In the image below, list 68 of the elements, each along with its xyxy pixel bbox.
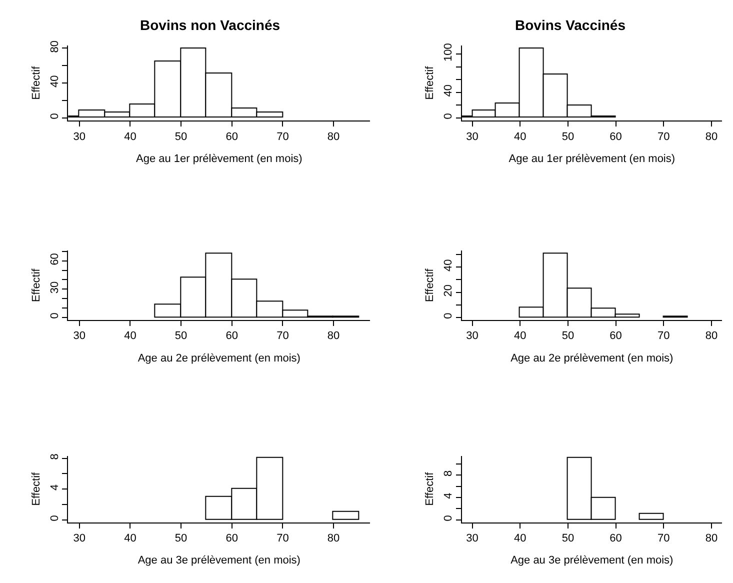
x-tick-label: 40	[124, 532, 136, 545]
x-tick-label: 50	[562, 130, 574, 143]
x-axis-title: Age au 3e prélèvement (en mois)	[510, 554, 674, 567]
x-tick-label: 60	[610, 330, 622, 342]
x-tick-label: 70	[276, 532, 289, 545]
x-tick-label: 60	[610, 532, 622, 545]
x-tick-label: 80	[705, 330, 718, 342]
x-tick-label: 50	[174, 330, 188, 342]
y-axis-title: Effectif	[30, 268, 42, 302]
y-tick-label: 80	[48, 40, 61, 53]
x-tick-label: 40	[514, 130, 526, 143]
x-tick-label: 80	[327, 330, 340, 342]
x-tick-label: 30	[73, 130, 86, 143]
x-tick-label: 30	[73, 532, 86, 545]
x-tick-label: 40	[514, 330, 526, 342]
y-tick-label: 0	[48, 312, 61, 319]
x-axis-title: Age au 3e prélèvement (en mois)	[138, 554, 300, 567]
x-tick-label: 50	[562, 532, 574, 545]
x-axis-title: Age au 2e prélèvement (en mois)	[138, 352, 300, 364]
x-tick-label: 60	[226, 532, 238, 545]
x-tick-label: 40	[124, 330, 136, 342]
y-axis-title: Effectif	[30, 65, 42, 100]
x-tick-label: 50	[174, 532, 188, 545]
x-tick-label: 30	[466, 330, 478, 342]
y-tick-label: 40	[442, 259, 454, 272]
x-tick-label: 70	[658, 330, 670, 342]
x-tick-label: 30	[73, 330, 86, 342]
x-tick-label: 60	[610, 130, 622, 143]
x-tick-label: 60	[226, 130, 238, 143]
x-tick-label: 50	[174, 130, 188, 143]
x-tick-label: 60	[226, 330, 238, 342]
x-tick-label: 70	[276, 330, 289, 342]
y-tick-label: 40	[48, 75, 61, 88]
x-axis-title: Age au 1er prélèvement (en mois)	[136, 153, 302, 165]
x-tick-label: 40	[124, 130, 136, 143]
x-tick-label: 80	[705, 532, 718, 545]
y-tick-label: 4	[442, 492, 454, 499]
x-tick-label: 50	[562, 330, 574, 342]
chart-title: Bovins Vaccinés	[515, 17, 626, 33]
y-tick-label: 0	[48, 515, 61, 522]
y-axis-title: Effectif	[30, 471, 42, 506]
y-axis-title: Effectif	[424, 268, 436, 302]
x-tick-label: 30	[466, 532, 478, 545]
x-axis-title: Age au 2e prélèvement (en mois)	[510, 352, 674, 364]
y-tick-label: 4	[48, 484, 61, 490]
y-tick-label: 0	[442, 515, 454, 522]
y-tick-label: 8	[442, 470, 454, 477]
y-tick-label: 0	[442, 312, 454, 319]
y-tick-label: 0	[442, 113, 454, 120]
x-axis-title: Age au 1er prélèvement (en mois)	[508, 153, 676, 165]
x-tick-label: 70	[658, 130, 670, 143]
x-tick-label: 70	[276, 130, 289, 143]
x-tick-label: 30	[466, 130, 478, 143]
x-tick-label: 40	[514, 532, 526, 545]
y-tick-label: 20	[442, 284, 454, 297]
y-tick-label: 30	[48, 281, 61, 294]
x-tick-label: 70	[658, 532, 670, 545]
y-tick-label: 40	[442, 84, 454, 97]
x-tick-label: 80	[327, 130, 340, 143]
y-axis-title: Effectif	[424, 471, 436, 506]
y-axis-title: Effectif	[424, 65, 436, 100]
chart-title: Bovins non Vaccinés	[140, 17, 280, 33]
x-tick-label: 80	[327, 532, 340, 545]
y-tick-label: 60	[48, 253, 61, 266]
y-tick-label: 8	[48, 454, 61, 460]
y-tick-label: 0	[48, 113, 61, 120]
x-tick-label: 80	[705, 130, 718, 143]
y-tick-label: 100	[442, 43, 454, 62]
